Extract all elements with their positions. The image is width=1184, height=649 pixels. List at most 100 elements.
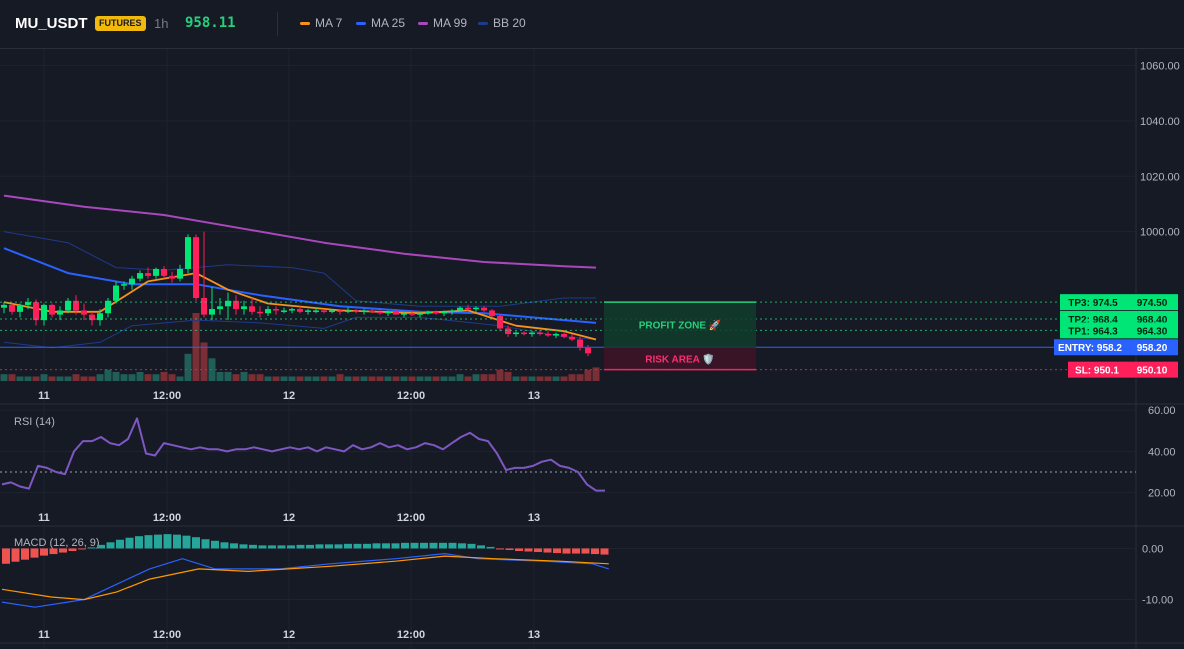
candle-body [521,332,527,335]
candle-body [321,310,327,312]
macd-histogram-bar [125,537,134,549]
macd-histogram-bar [486,546,495,549]
volume-bar [336,374,344,381]
bb-lower-line [3,316,597,349]
candle-body [465,307,471,310]
macd-histogram-bar [116,539,124,549]
candle-body [353,310,359,312]
price-tick-label: 1040.00 [1140,116,1180,128]
volume-bar [560,376,568,381]
macd-histogram-bar [439,542,447,549]
volume-bar [136,371,144,381]
volume-bar [344,376,352,381]
candle-body [313,310,319,312]
legend-ma7[interactable]: MA 7 [300,16,342,30]
level-label-box-tp [1060,294,1126,311]
macd-histogram-bar [382,543,390,549]
candle-body [489,310,495,316]
candle-body [417,313,423,315]
legend-ma25[interactable]: MA 25 [356,16,405,30]
candle-body [169,275,175,279]
macd-histogram-bar [372,543,381,549]
symbol-title[interactable]: MU_USDT [15,15,88,32]
volume-bar [352,376,360,381]
volume-bar [320,376,328,381]
macd-histogram-bar [496,548,504,550]
candle-body [273,309,279,311]
candle-body [457,307,463,311]
legend-bb20[interactable]: BB 20 [478,16,526,30]
candle-body [225,300,231,307]
time-tick-label: 13 [528,512,540,524]
volume-bar [0,374,8,381]
macd-histogram-bar [201,539,210,549]
candle-body [217,306,223,310]
volume-bar [24,376,32,381]
macd-histogram-bar [353,543,362,549]
volume-bar [72,374,80,381]
level-tags: TP3: 974.5 974.50 TP2: 968.4 968.40 TP1: 964… [1054,294,1178,378]
volume-bar [80,376,88,381]
candle-body [185,237,191,269]
level-label-sl: SL: 950.1 [1075,366,1119,377]
candle-body [577,339,583,348]
volume-bar [168,374,176,381]
volume-bar [376,376,384,381]
macd-histogram-bar [562,548,571,554]
candle-body [441,311,447,314]
candle-body [233,300,239,310]
candle-body [113,285,119,301]
macd-histogram-bar [524,548,533,552]
volume-bar [288,376,296,381]
volume-bar [160,371,168,381]
macd-histogram-bar [21,548,29,560]
header-divider [277,12,278,36]
macd-histogram-bar [600,548,609,555]
macd-histogram-bar [68,548,77,551]
candle-body [9,304,15,312]
macd-histogram-bar [420,542,428,549]
candle-body [17,304,23,312]
time-tick-label: 13 [528,629,540,641]
level-axis-value-tp: 974.50 [1137,298,1168,309]
time-tick-label: 12:00 [397,390,425,402]
volume-bar [552,376,560,381]
legend-ma99[interactable]: MA 99 [418,16,467,30]
candle-body [409,313,415,315]
level-axis-box-sl [1126,361,1178,378]
volume-bar [520,376,528,381]
rsi-title: RSI (14) [14,416,55,428]
macd-histogram-bar [325,544,333,549]
candle-body [433,311,439,314]
candle-body [161,268,167,276]
macd-histogram-bar [344,543,352,549]
macd-histogram-bar [11,548,20,562]
timeframe-label[interactable]: 1h [154,16,169,31]
macd-histogram-bar [505,548,514,550]
candle-body [345,310,351,312]
candle-body [81,310,87,315]
macd-tick-label: -10.00 [1142,595,1173,607]
volume-bar [232,374,240,381]
candle-body [505,328,511,334]
rsi-pane[interactable]: RSI (14) [0,416,1136,492]
macd-pane[interactable]: MACD (12, 26, 9) [1,534,609,608]
volume-bar [472,374,480,381]
volume-bar [120,374,128,381]
candle-body [249,306,255,312]
macd-histogram-bar [192,537,200,549]
rsi-tick-label: 40.00 [1148,446,1176,458]
volume-bar [56,376,64,381]
macd-histogram-bar [534,548,542,553]
candle-body [361,310,367,312]
rsi-line [1,417,605,492]
candle-body [265,309,271,314]
macd-histogram-bar [448,542,457,549]
volume-bar [184,353,192,381]
volume-bar [536,376,544,381]
candle-body [257,311,263,314]
level-axis-value-tp: 968.40 [1137,315,1168,326]
time-tick-label: 12:00 [397,629,425,641]
price-pane[interactable] [0,194,1136,381]
